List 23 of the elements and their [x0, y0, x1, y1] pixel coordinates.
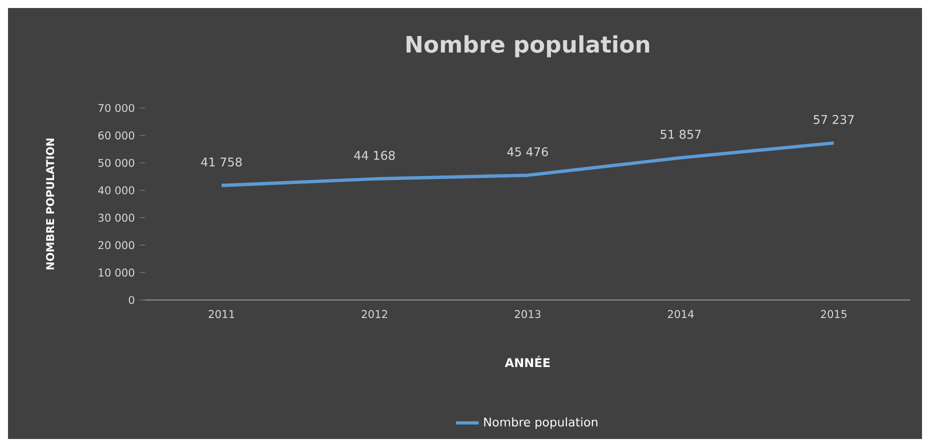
x-tick-label: 2015: [821, 310, 846, 318]
chart-title: Nombre population: [406, 35, 650, 58]
y-axis-title: NOMBRE POPULATION: [46, 138, 54, 270]
y-tick-label: 0: [128, 296, 134, 304]
y-tick-label: 70 000: [98, 104, 134, 112]
data-label: 51 857: [660, 130, 701, 139]
y-tick-label: 30 000: [98, 214, 134, 222]
x-tick-label: 2012: [362, 310, 388, 318]
x-tick-label: 2013: [514, 310, 540, 318]
line-series: [220, 141, 836, 188]
y-tick-label: 50 000: [98, 158, 134, 167]
y-tick-label: 40 000: [98, 186, 134, 194]
x-tick-label: 2014: [668, 310, 694, 318]
data-label: 45 476: [507, 147, 548, 156]
legend-label: Nombre population: [484, 417, 598, 429]
data-label: 41 758: [201, 157, 242, 167]
data-label: 57 237: [814, 115, 854, 124]
data-label: 44 168: [354, 150, 395, 160]
y-tick-label: 60 000: [98, 131, 134, 140]
y-tick-label: 20 000: [98, 241, 134, 250]
y-tick-label: 10 000: [98, 268, 134, 277]
x-axis-title: ANNÉE: [504, 356, 550, 367]
x-tick-label: 2011: [208, 310, 234, 318]
